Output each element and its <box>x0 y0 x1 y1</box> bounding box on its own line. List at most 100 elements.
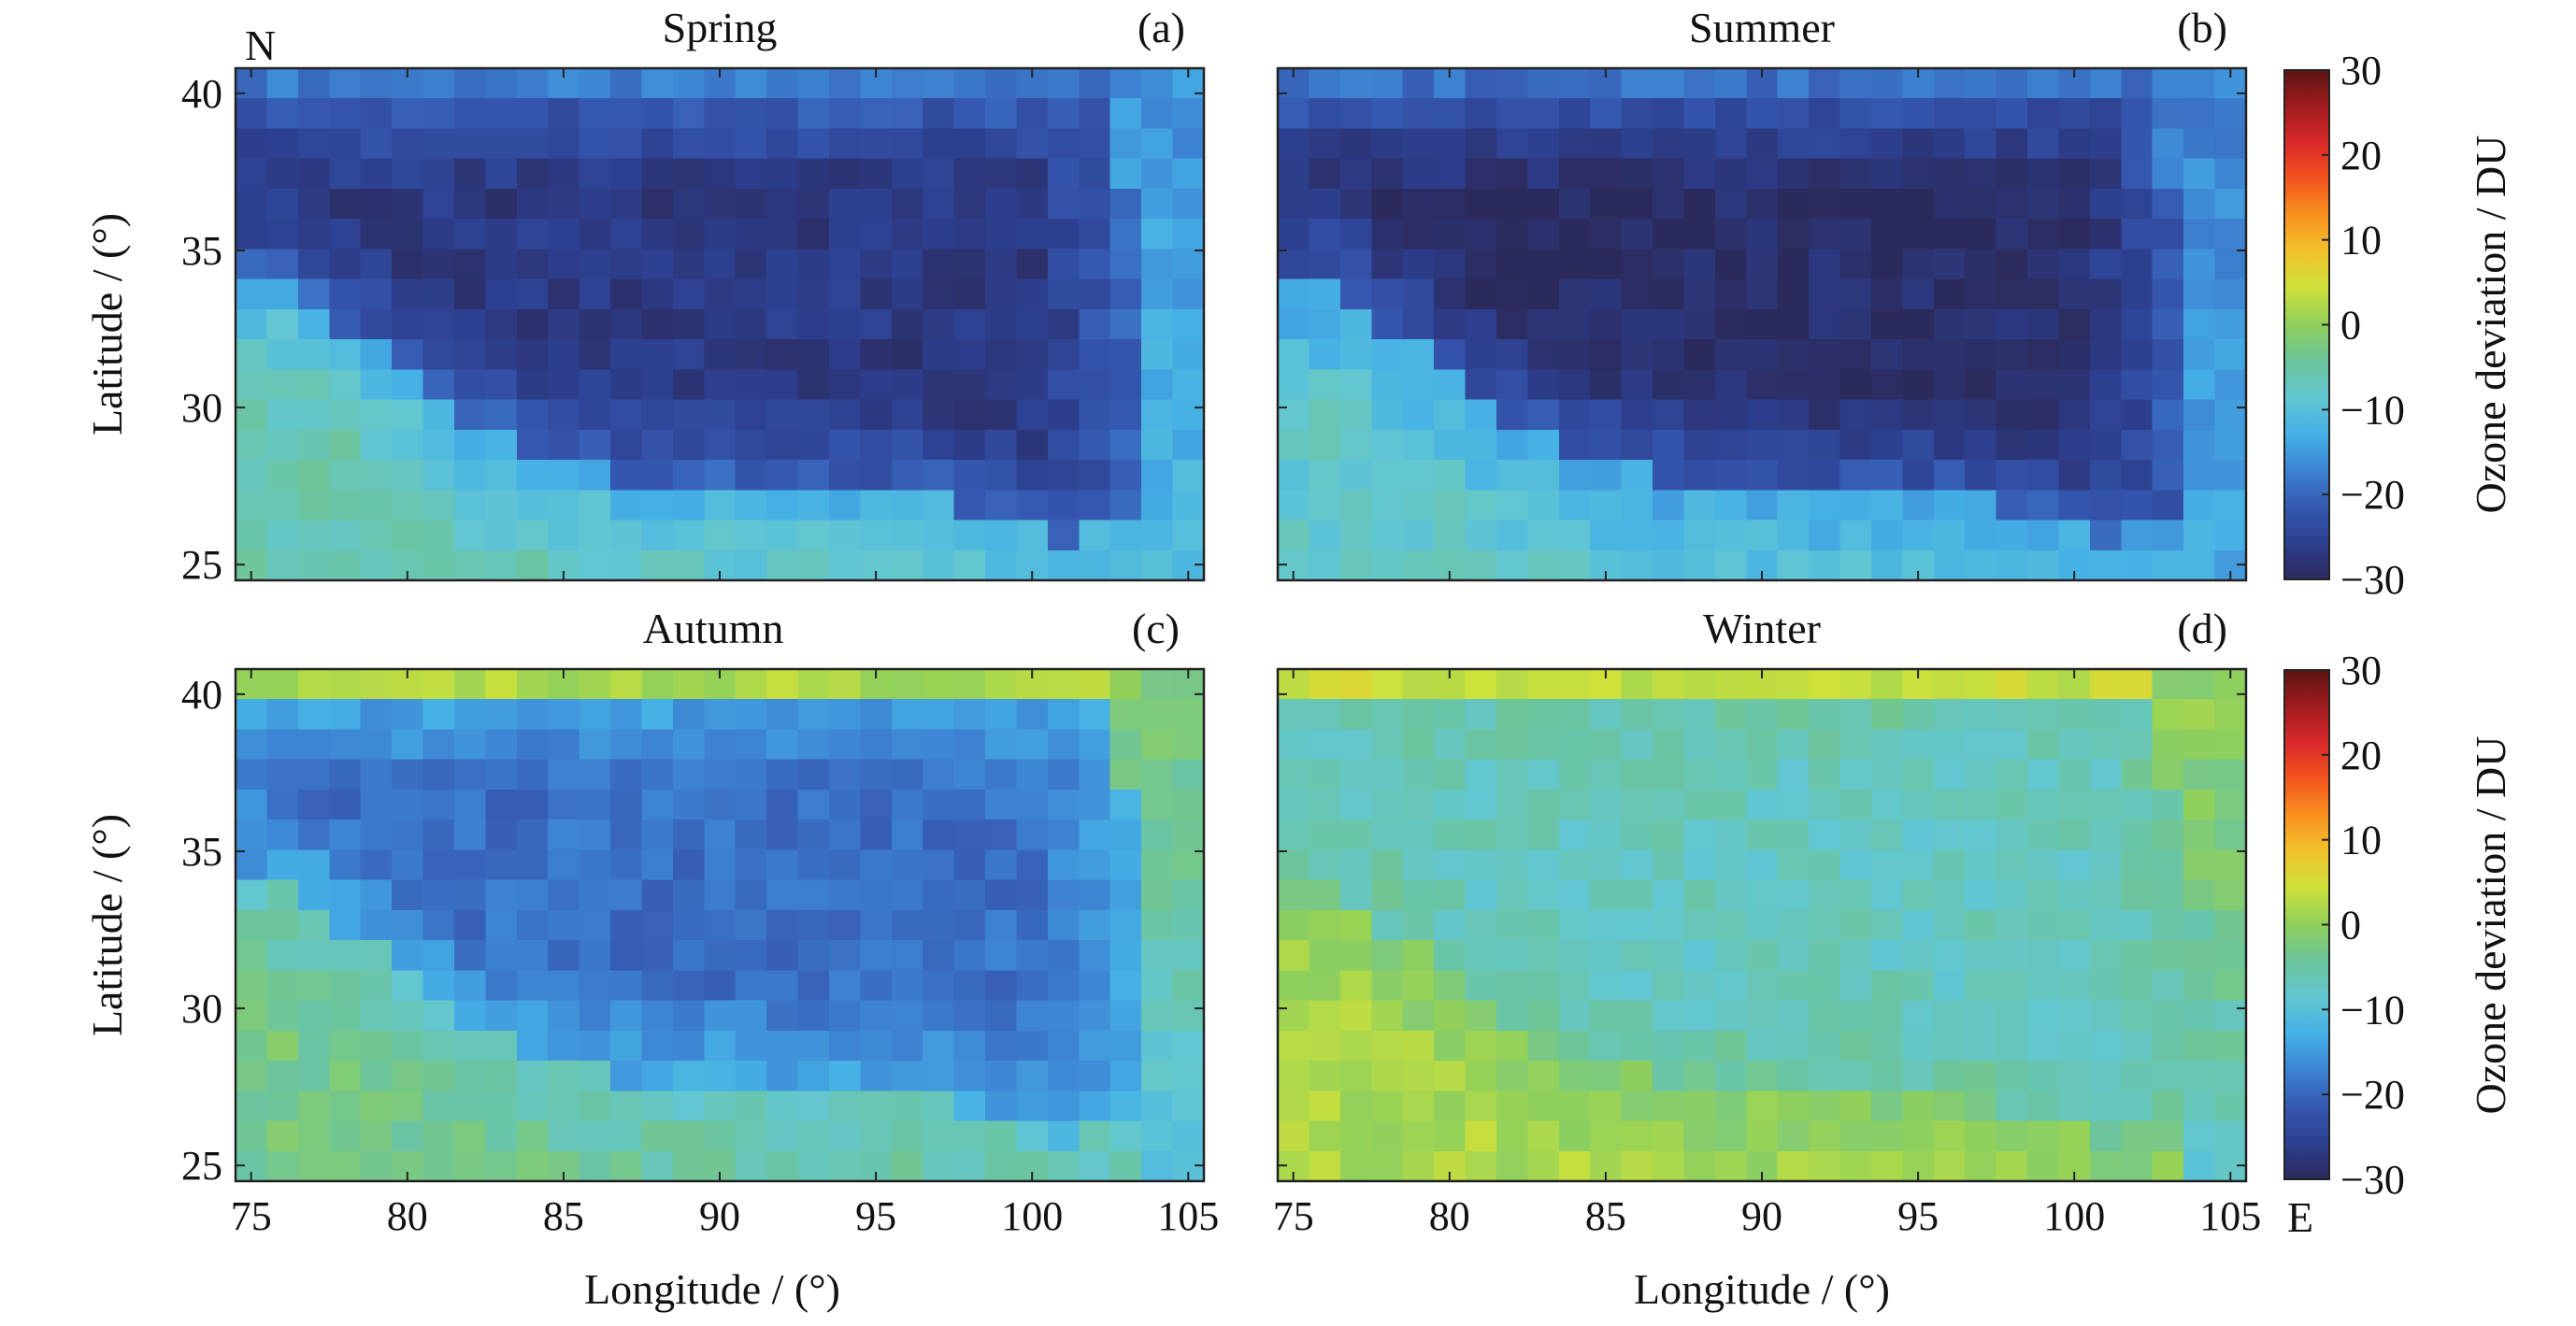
heatmap-cell <box>829 128 861 160</box>
heatmap-cell <box>735 879 767 911</box>
heatmap-cell <box>672 308 705 340</box>
heatmap-cell <box>1339 369 1372 401</box>
heatmap-cell <box>579 789 611 820</box>
heatmap-cell <box>1714 970 1747 1002</box>
heatmap-cell <box>392 789 424 820</box>
heatmap-cell <box>329 1150 362 1182</box>
heatmap-cell <box>1777 909 1810 941</box>
heatmap-cell <box>1016 460 1049 491</box>
heatmap-cell <box>953 789 986 820</box>
heatmap-cell <box>2027 490 2060 521</box>
heatmap-cell <box>579 1091 611 1122</box>
heatmap-cell <box>1902 909 1935 941</box>
heatmap-cell <box>1434 249 1467 280</box>
heatmap-cell <box>1047 940 1080 971</box>
heatmap-cell <box>236 278 267 310</box>
heatmap-cell <box>485 68 518 99</box>
heatmap-cell <box>1965 490 1997 521</box>
heatmap-cell <box>1079 339 1111 370</box>
heatmap-cell <box>1016 759 1049 791</box>
heatmap-cell <box>1746 1030 1779 1062</box>
heatmap-cell <box>579 549 611 581</box>
heatmap-cell <box>1109 940 1142 971</box>
heatmap-cell <box>329 820 362 850</box>
heatmap-cell <box>1172 1120 1205 1152</box>
heatmap-cell <box>1839 1150 1872 1182</box>
heatmap-cell <box>672 369 705 401</box>
heatmap-cell <box>1278 1061 1309 1091</box>
heatmap-cell <box>891 68 923 99</box>
heatmap-cell <box>266 399 299 431</box>
heatmap-cell <box>1683 1000 1716 1032</box>
heatmap-cell <box>2152 460 2184 491</box>
heatmap-cell <box>329 879 362 911</box>
heatmap-cell <box>1141 460 1174 491</box>
heatmap-cell <box>1902 759 1935 791</box>
heatmap-cell <box>610 249 642 280</box>
heatmap-cell <box>1653 1091 1684 1122</box>
heatmap-cell <box>1278 970 1309 1002</box>
heatmap-cell <box>2183 520 2216 551</box>
heatmap-cell <box>1590 970 1623 1002</box>
heatmap-cell <box>1339 940 1372 971</box>
heatmap-cell <box>266 759 299 791</box>
heatmap-cell <box>1558 188 1591 220</box>
heatmap-cell <box>1339 1000 1372 1032</box>
heatmap-cell <box>1047 308 1080 340</box>
heatmap-cell <box>579 490 611 521</box>
heatmap-cell <box>1172 820 1205 850</box>
heatmap-cell <box>2027 699 2060 730</box>
heatmap-cell <box>766 98 799 129</box>
heatmap-cell <box>329 219 362 250</box>
heatmap-cell <box>1465 1000 1497 1032</box>
heatmap-cell <box>1933 820 1966 850</box>
heatmap-cell <box>797 940 830 971</box>
heatmap-cell <box>1496 98 1528 129</box>
heatmap-cell <box>641 68 674 99</box>
heatmap-cell <box>360 820 393 850</box>
heatmap-cell <box>1434 759 1467 791</box>
heatmap-cell <box>829 249 861 280</box>
heatmap-cell <box>548 789 580 820</box>
heatmap-cell <box>1016 308 1049 340</box>
heatmap-cell <box>1746 820 1779 850</box>
heatmap-cell <box>641 879 674 911</box>
heatmap-cell <box>1621 520 1653 551</box>
heatmap-cell <box>1496 520 1528 551</box>
heatmap-cell <box>2152 729 2184 761</box>
heatmap-cell <box>1109 729 1142 761</box>
heatmap-cell <box>266 940 299 971</box>
heatmap-cell <box>1933 429 1966 461</box>
heatmap-cell <box>704 308 737 340</box>
heatmap-cell <box>1683 940 1716 971</box>
heatmap-cell <box>266 789 299 820</box>
heatmap-cell <box>1714 249 1747 280</box>
heatmap-cell <box>453 490 486 521</box>
heatmap-cell <box>704 789 737 820</box>
heatmap-cell <box>1402 339 1435 370</box>
heatmap-cell <box>1016 1120 1049 1152</box>
heatmap-cell <box>953 128 986 160</box>
heatmap-cell <box>1558 490 1591 521</box>
heatmap-cell <box>985 520 1018 551</box>
y-tick-label: 35 <box>181 228 222 274</box>
heatmap-cell <box>2214 429 2247 461</box>
heatmap-cell <box>1496 759 1528 791</box>
heatmap-cell <box>1079 820 1111 850</box>
heatmap-cell <box>1714 308 1747 340</box>
y-tick-label: 25 <box>181 542 222 588</box>
heatmap-cell <box>923 1150 955 1182</box>
colorbar-tick-label: 20 <box>2340 133 2382 178</box>
heatmap-cell <box>1809 369 1841 401</box>
heatmap-cell <box>2089 909 2122 941</box>
heatmap-cell <box>1714 1120 1747 1152</box>
heatmap-cell <box>1496 909 1528 941</box>
heatmap-cell <box>1141 879 1174 911</box>
heatmap-cell <box>1047 490 1080 521</box>
heatmap-cell <box>1434 460 1467 491</box>
heatmap-cell <box>392 699 424 730</box>
heatmap-cell <box>953 399 986 431</box>
panel-title-autumn: Autumn <box>643 605 784 652</box>
heatmap-cell <box>797 1030 830 1062</box>
heatmap-cell <box>2183 1000 2216 1032</box>
